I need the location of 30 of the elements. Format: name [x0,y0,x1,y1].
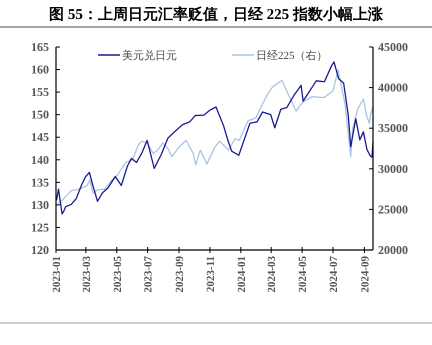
x-tick-label: 2024-05 [297,256,310,293]
x-tick-label: 2024-07 [328,256,340,293]
legend-label: 日经225（右） [256,50,328,62]
y-tick-label: 155 [31,85,49,100]
y-tick-label: 160 [31,62,49,77]
x-tick-label: 2023-11 [204,256,217,292]
x-tick-label: 2024-01 [236,256,248,293]
y2-tick-label: 40000 [378,80,408,95]
y2-tick-label: 30000 [378,162,408,176]
y-tick-label: 130 [31,198,49,212]
chart-title: 图 55：上周日元汇率贬值，日经 225 指数小幅上涨 [49,5,384,23]
x-tick-label: 2023-05 [112,256,124,293]
y-tick-label: 145 [31,130,49,144]
y2-tick-label: 20000 [378,243,408,257]
y-tick-label: 150 [31,108,49,122]
x-tick-label: 2023-03 [80,256,93,293]
legend-label: 美元兑日元 [122,49,177,62]
y2-tick-label: 35000 [378,121,408,136]
y2-tick-label: 45000 [378,40,408,54]
x-tick-label: 2023-09 [174,256,186,293]
x-tick-label: 2023-07 [142,256,155,293]
x-tick-label: 2023-01 [51,256,63,293]
y-tick-label: 140 [31,152,49,167]
y-tick-label: 135 [31,175,49,190]
y-tick-label: 165 [31,40,49,54]
y2-tick-label: 25000 [378,202,408,216]
x-tick-label: 2024-03 [266,256,278,293]
x-tick-label: 2024-09 [359,256,372,293]
y-tick-label: 125 [31,220,49,234]
y-tick-label: 120 [31,243,49,257]
